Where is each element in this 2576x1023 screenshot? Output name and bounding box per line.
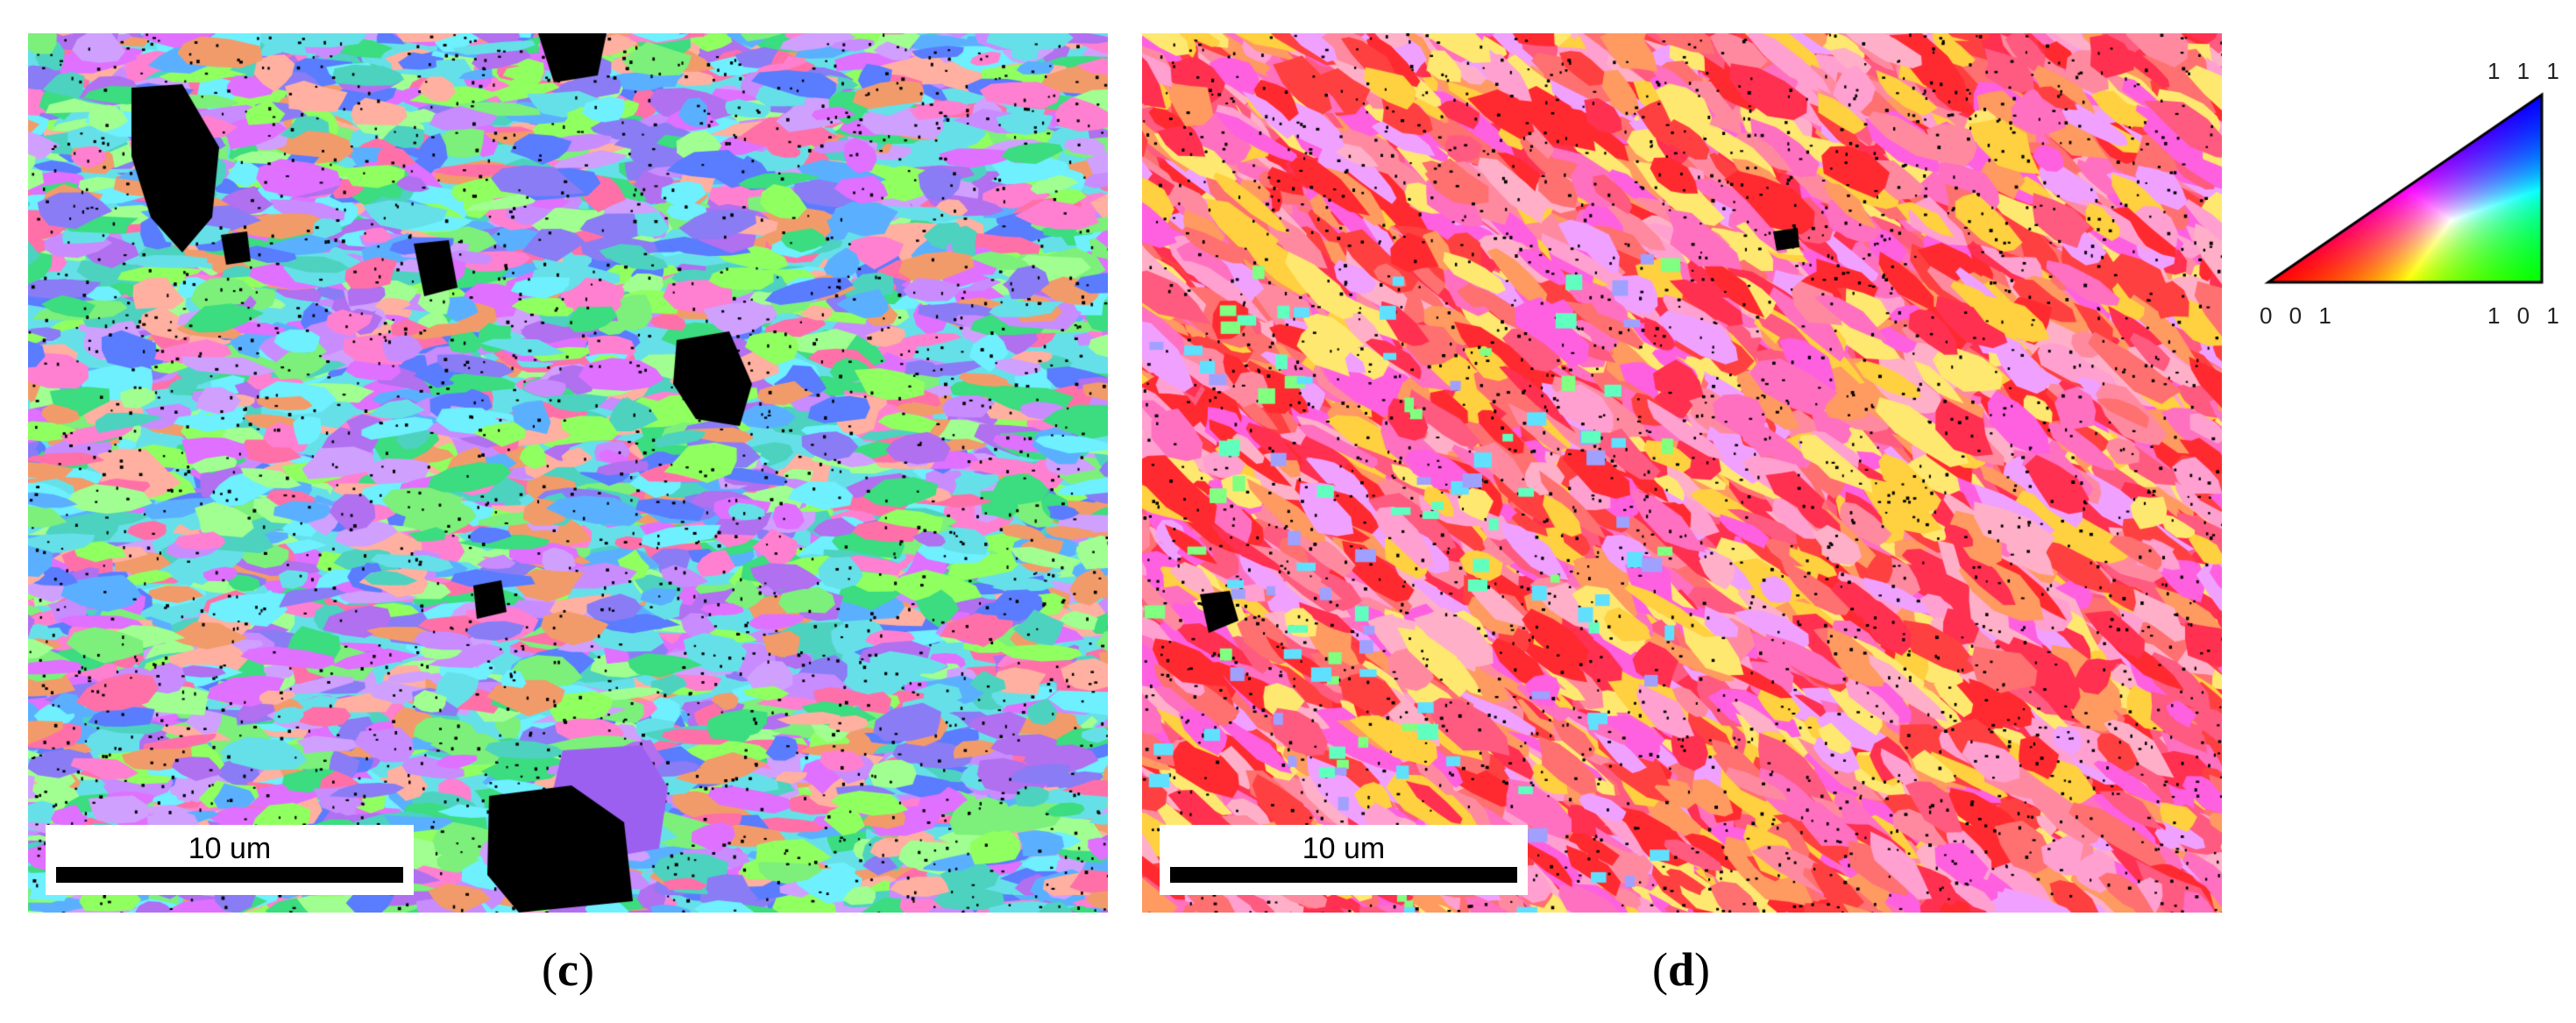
scale-bar-label-c: 10 um — [188, 832, 272, 865]
scale-bar-line-d — [1170, 867, 1517, 883]
ebsd-map-panel-d: 10 um — [1142, 33, 2222, 913]
ipf-label-101: 1 0 1 — [2487, 302, 2565, 329]
ipf-label-001: 0 0 1 — [2260, 302, 2337, 329]
ebsd-map-panel-c: 10 um — [28, 33, 1108, 913]
panel-caption-d: (d) — [1651, 943, 1710, 996]
panel-caption-c: (c) — [542, 943, 594, 996]
ebsd-orientation-map-d — [1142, 33, 2222, 913]
scale-bar-c: 10 um — [46, 825, 414, 895]
ebsd-orientation-map-c — [28, 33, 1108, 913]
scale-bar-d: 10 um — [1160, 825, 1528, 895]
scale-bar-line-c — [56, 867, 403, 883]
ipf-color-key-triangle — [2253, 53, 2568, 342]
scale-bar-label-d: 10 um — [1302, 832, 1386, 865]
ipf-label-111: 1 1 1 — [2487, 58, 2565, 84]
